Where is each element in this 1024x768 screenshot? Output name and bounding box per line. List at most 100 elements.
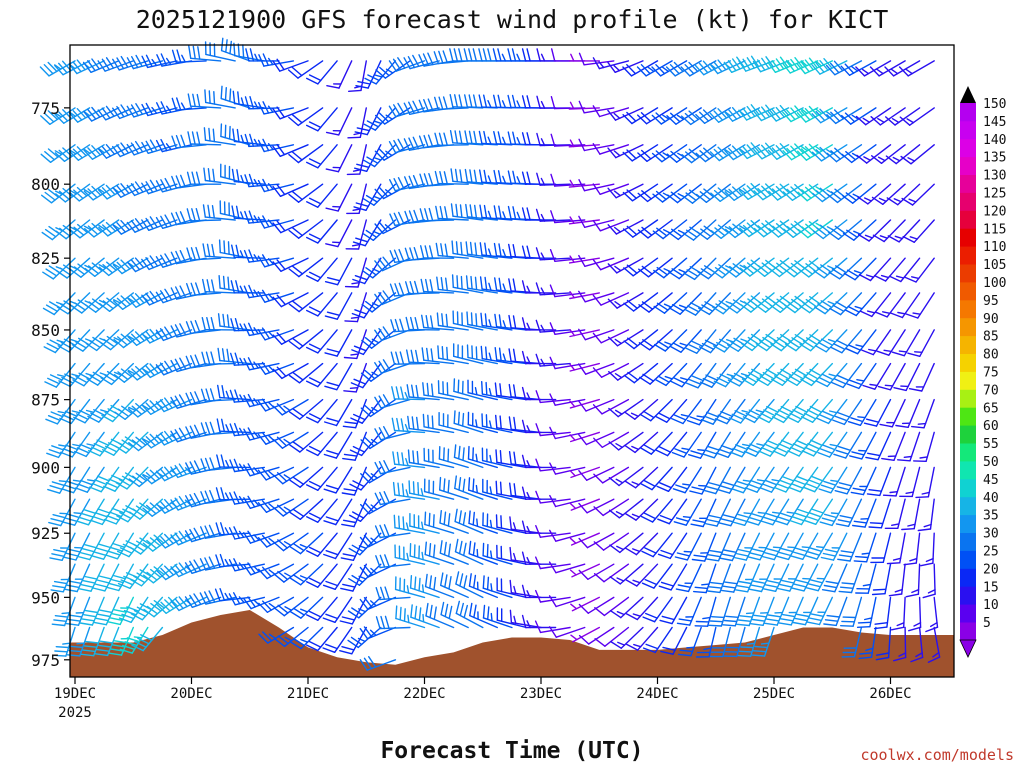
wind-barb	[111, 104, 149, 120]
wind-barb	[126, 102, 164, 118]
barb-feather	[292, 574, 305, 583]
barb-feather	[489, 420, 492, 429]
wind-barb	[273, 532, 309, 552]
barb-feather	[417, 482, 420, 496]
wind-barb	[592, 292, 630, 306]
barb-feather	[783, 228, 794, 239]
barb-feather	[374, 223, 384, 235]
wind-barb	[155, 288, 193, 304]
wind-barb	[535, 458, 571, 472]
barb-feather	[112, 574, 127, 580]
barb-feather	[178, 427, 187, 440]
barb-feather	[410, 349, 415, 364]
barb-feather	[815, 186, 823, 192]
wind-barb	[229, 458, 265, 473]
wind-barb	[435, 205, 469, 221]
wind-barb	[626, 626, 659, 651]
barb-feather	[121, 405, 133, 415]
barb-feather	[128, 442, 140, 452]
barb-feather	[363, 597, 373, 609]
barb-feather	[569, 329, 576, 337]
barb-feather	[406, 585, 410, 594]
barb-feather	[378, 112, 390, 123]
barb-feather	[160, 179, 168, 192]
barb-feather	[488, 388, 492, 397]
barb-feather	[521, 95, 527, 109]
barb-feather	[655, 449, 669, 457]
barb-feather	[818, 488, 832, 494]
barb-feather	[762, 516, 776, 522]
wind-barb	[407, 415, 440, 434]
barb-feather	[164, 288, 173, 301]
barb-feather	[362, 232, 374, 242]
barb-feather	[249, 48, 255, 62]
barb-feather	[84, 304, 97, 313]
wind-barb	[742, 398, 775, 424]
barb-feather	[710, 229, 722, 240]
barb-feather	[189, 391, 197, 405]
wind-barb	[834, 466, 863, 495]
barb-feather	[406, 552, 410, 562]
barb-feather	[421, 551, 424, 561]
wind-barb	[792, 596, 819, 626]
barb-feather	[149, 216, 158, 228]
barb-feather	[874, 622, 889, 625]
wind-barb	[244, 173, 280, 188]
barb-feather	[449, 48, 454, 62]
barb-feather	[247, 530, 256, 543]
barb-feather	[170, 430, 179, 443]
wind-barb	[394, 544, 426, 565]
wind-barb	[114, 431, 149, 454]
barb-feather	[739, 267, 751, 277]
wind-barb	[521, 245, 557, 259]
barb-feather	[706, 590, 721, 594]
barb-feather	[684, 308, 697, 316]
barb-feather	[429, 575, 432, 589]
wind-barb	[536, 172, 571, 186]
barb-feather	[444, 206, 448, 220]
barb-feather	[683, 272, 696, 281]
wind-barb	[823, 596, 848, 627]
barb-feather	[626, 264, 638, 274]
wind-barb	[496, 577, 528, 599]
wind-barb	[466, 311, 498, 331]
wind-barb	[258, 563, 295, 580]
barb-feather	[516, 53, 521, 62]
wind-barb	[594, 596, 630, 617]
barb-feather	[112, 186, 122, 198]
barb-feather	[792, 621, 807, 626]
barb-feather	[498, 205, 502, 220]
barb-feather	[257, 179, 266, 193]
wind-barb	[467, 379, 498, 401]
barb-feather	[613, 112, 621, 120]
wind-barb	[900, 144, 935, 165]
barb-feather	[199, 592, 207, 605]
barb-feather	[781, 475, 795, 482]
wind-barb	[171, 134, 207, 149]
barb-feather	[468, 510, 471, 525]
wind-barb	[171, 97, 207, 111]
barb-feather	[897, 459, 911, 462]
barb-feather	[108, 478, 122, 485]
barb-feather	[392, 451, 396, 465]
barb-feather	[439, 510, 442, 524]
barb-feather	[737, 619, 752, 622]
barb-feather	[724, 148, 732, 155]
barb-feather	[277, 504, 288, 515]
barb-feather	[798, 268, 810, 278]
barb-feather	[684, 63, 695, 75]
barb-feather	[607, 187, 617, 199]
wind-barb	[670, 362, 702, 388]
barb-feather	[741, 378, 754, 386]
barb-feather	[455, 203, 459, 218]
barb-feather	[513, 416, 517, 431]
barb-feather	[126, 105, 135, 118]
barb-feather	[68, 614, 83, 618]
barb-feather	[289, 546, 302, 555]
barb-feather	[418, 54, 425, 67]
wind-barb	[468, 477, 498, 500]
barb-feather	[72, 110, 83, 121]
barb-feather	[427, 134, 434, 148]
barb-feather	[165, 143, 172, 151]
wind-barb	[438, 446, 469, 469]
